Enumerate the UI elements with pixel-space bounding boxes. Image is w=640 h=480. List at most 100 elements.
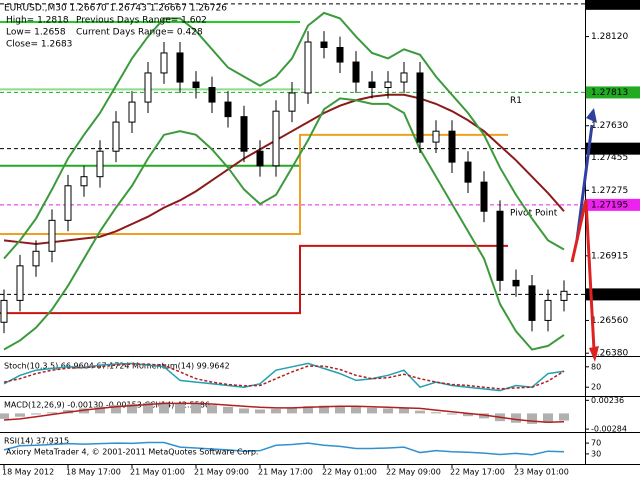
candle-body: [192, 81, 200, 89]
histogram-bar: [431, 412, 441, 414]
y-tick-label: 1.27630: [591, 121, 628, 131]
histogram-bar: [47, 412, 57, 414]
indicator-line: [3, 441, 565, 456]
level-label: 1.26703: [591, 290, 628, 300]
pivot-level: [0, 244, 508, 315]
candle-body: [336, 46, 344, 63]
histogram-bar: [351, 406, 361, 414]
arrow-head: [586, 108, 597, 123]
level-name: R1: [510, 96, 522, 106]
candle-body: [480, 181, 488, 212]
x-tick-label: 22 May 17:00: [450, 468, 505, 477]
histogram-bar: [543, 413, 553, 423]
y-tick-label: 70: [591, 439, 601, 448]
chart-title: EURUSD.,M30 1.26670 1.26743 1.26667 1.26…: [4, 4, 227, 14]
indicator-line: [3, 97, 565, 351]
histogram-bar: [255, 409, 265, 414]
arrow: [575, 124, 594, 241]
arrow: [570, 199, 596, 351]
histogram-bar: [271, 408, 281, 414]
y-tick-label: 20: [591, 383, 601, 392]
y-tick-label: 1.28120: [591, 32, 628, 42]
x-tick-label: 21 May 01:00: [130, 468, 185, 477]
level-label: 1.27195: [591, 200, 628, 210]
histogram-bar: [95, 406, 105, 414]
arrows: [570, 108, 599, 362]
histogram-bar: [303, 406, 313, 414]
level-label: 1.27504: [591, 144, 628, 154]
histogram-bar: [127, 403, 137, 414]
x-tick-label: 21 May 17:00: [258, 468, 313, 477]
candle-body: [64, 185, 72, 221]
panel-title: MACD(12,26,9) -0.00130 -0.00153 CCI(14) …: [4, 401, 210, 410]
y-tick-label: 1.27275: [591, 186, 628, 196]
histogram-bar: [527, 413, 537, 424]
candle-body: [48, 219, 56, 252]
y-tick-label: 1.26915: [591, 251, 628, 261]
histogram-bar: [0, 413, 9, 419]
candle-body: [368, 81, 376, 89]
candle-body: [96, 150, 104, 178]
indicator-line: [3, 11, 565, 260]
annotation: Low= 1.2658: [6, 28, 66, 38]
histogram-bar: [111, 405, 121, 414]
histogram-bar: [191, 403, 201, 414]
candle-body: [224, 101, 232, 118]
candle-body: [304, 41, 312, 94]
histogram-bar: [559, 413, 569, 421]
x-tick-label: 21 May 09:00: [194, 468, 249, 477]
annotation: High= 1.2818: [6, 16, 69, 26]
histogram-bar: [207, 405, 217, 414]
candle-body: [320, 41, 328, 48]
candle-body: [288, 92, 296, 112]
histogram-bar: [463, 413, 473, 417]
histogram-bar: [31, 413, 41, 415]
level-box: [586, 0, 640, 10]
candle-body: [528, 285, 536, 321]
annotation: Current Days Range= 0.428: [76, 28, 203, 38]
candle-body: [160, 52, 168, 74]
indicator-line: [3, 362, 565, 392]
annotation: Close= 1.2683: [6, 40, 72, 50]
level-box: [586, 86, 640, 99]
level-name: Pivot Point: [510, 208, 558, 218]
histogram-bar: [79, 408, 89, 414]
y-tick-label: 1.26560: [591, 316, 628, 326]
level-box: [586, 288, 640, 301]
candle-body: [240, 116, 248, 152]
histogram-bar: [399, 408, 409, 414]
histogram-bar: [335, 405, 345, 414]
signal-line: [3, 402, 565, 424]
histogram-bar: [143, 402, 153, 414]
histogram-bar: [367, 407, 377, 414]
candle-body: [112, 121, 120, 152]
candle-body: [400, 72, 408, 83]
y-tick-label: 80: [591, 362, 601, 371]
candle-body: [144, 72, 152, 103]
histogram-bar: [511, 413, 521, 423]
histogram-bar: [287, 407, 297, 414]
panel-title: Stoch(10,3,5) 66.9604 67.1724 Momentum(1…: [4, 362, 230, 371]
histogram-bar: [415, 410, 425, 414]
histogram-bar: [383, 408, 393, 414]
histogram-bar: [479, 413, 489, 419]
candle-body: [16, 265, 24, 301]
candle-body: [176, 52, 184, 83]
candle-body: [272, 110, 280, 167]
candle-body: [496, 210, 504, 281]
x-tick-label: 22 May 01:00: [322, 468, 377, 477]
candle-body: [464, 161, 472, 183]
x-tick-label: 22 May 09:00: [386, 468, 441, 477]
candle-body: [544, 299, 552, 321]
histogram-bar: [447, 413, 457, 415]
candle-body: [208, 87, 216, 103]
level-label: 1.28300: [591, 0, 628, 9]
candle-body: [128, 101, 136, 123]
panel-title: RSI(14) 37.9315: [4, 437, 69, 446]
frame: [0, 0, 640, 465]
y-tick-label: 30: [591, 449, 601, 458]
histogram-bar: [239, 408, 249, 414]
candle-body: [432, 130, 440, 143]
